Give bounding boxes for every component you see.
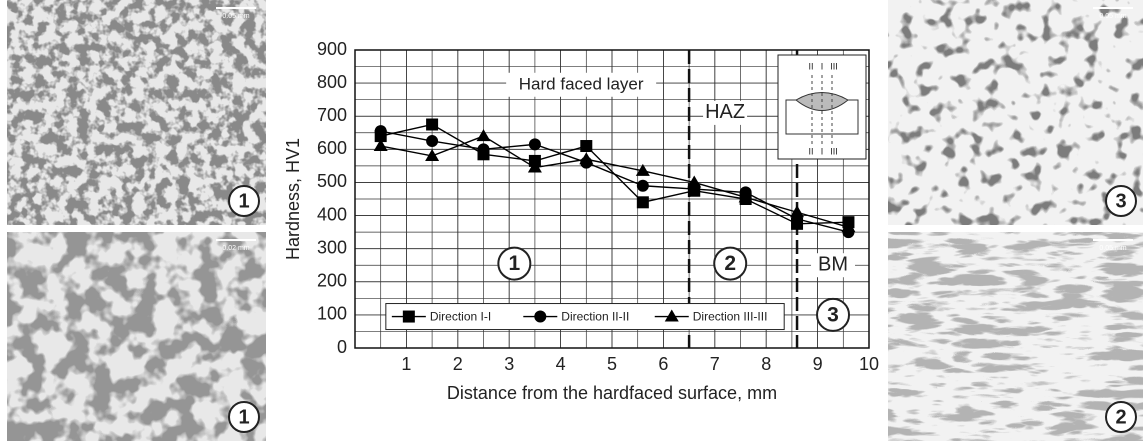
y-tick-label: 600 — [317, 138, 347, 158]
legend-label: Direction II-II — [561, 310, 629, 324]
series-line — [380, 130, 849, 233]
y-tick-label: 900 — [317, 39, 347, 59]
inset-label: I — [821, 61, 824, 71]
zone-badge — [713, 246, 748, 281]
inset-label: I — [821, 146, 824, 156]
x-tick-label: 8 — [761, 354, 771, 374]
scale-label: 0.02 mm — [222, 245, 249, 252]
y-axis-title: Hardness, HV1 — [283, 138, 303, 260]
micrograph — [888, 232, 1143, 441]
x-tick-label: 6 — [658, 354, 668, 374]
number-badge — [1105, 401, 1137, 433]
number-label: 1 — [238, 406, 249, 428]
legend — [385, 303, 785, 331]
y-tick-label: 800 — [317, 72, 347, 92]
inset-label: II — [808, 61, 813, 71]
x-tick-label: 4 — [556, 354, 566, 374]
marker — [425, 148, 440, 161]
number-label: 1 — [238, 190, 249, 212]
zone-number: 3 — [827, 303, 839, 326]
label-bg — [703, 100, 748, 125]
y-tick-label: 100 — [317, 304, 347, 324]
zone-title: HAZ — [705, 101, 745, 123]
series-line — [380, 135, 849, 228]
marker — [636, 179, 649, 192]
micrograph — [888, 0, 1143, 225]
marker — [580, 140, 593, 153]
x-tick-label: 7 — [710, 354, 720, 374]
number-badge — [228, 185, 260, 217]
marker — [426, 135, 439, 148]
label-bg — [811, 253, 856, 278]
x-tick-label: 1 — [401, 354, 411, 374]
x-tick-label: 10 — [859, 354, 879, 374]
marker — [635, 163, 650, 176]
marker — [527, 160, 542, 173]
zone-badge — [816, 297, 851, 332]
legend-label: Direction III-III — [693, 310, 768, 324]
marker — [636, 196, 649, 209]
y-tick-label: 400 — [317, 204, 347, 224]
plot-frame — [354, 49, 870, 349]
y-tick-label: 300 — [317, 237, 347, 257]
number-badge — [1105, 185, 1137, 217]
x-tick-label: 9 — [813, 354, 823, 374]
y-tick-label: 0 — [337, 337, 347, 357]
number-label: 2 — [1115, 406, 1126, 428]
marker — [841, 220, 856, 233]
marker — [579, 152, 594, 165]
marker — [528, 138, 541, 151]
inset-label: II — [808, 146, 813, 156]
micrograph — [7, 232, 266, 441]
x-axis-title: Distance from the hardfaced surface, mm — [447, 383, 777, 403]
marker — [374, 125, 387, 138]
marker — [738, 190, 753, 203]
zone-number: 2 — [724, 252, 736, 275]
number-label: 3 — [1115, 190, 1126, 212]
x-tick-label: 3 — [504, 354, 514, 374]
x-tick-label: 2 — [453, 354, 463, 374]
zone-title: Hard faced layer — [519, 74, 644, 93]
micrograph — [7, 0, 266, 225]
x-tick-label: 5 — [607, 354, 617, 374]
marker — [426, 118, 439, 131]
legend-marker — [402, 310, 415, 323]
legend-marker — [664, 309, 679, 322]
y-tick-label: 200 — [317, 271, 347, 291]
legend-label: Direction I-I — [430, 310, 491, 324]
number-badge — [228, 401, 260, 433]
legend-marker — [534, 310, 547, 323]
zone-title: BM — [818, 254, 848, 276]
zone-number: 1 — [508, 252, 520, 275]
scale-label: 0.05 mm — [222, 13, 249, 20]
marker — [477, 143, 490, 156]
label-bg — [506, 72, 657, 97]
scale-label: 0.05 mm — [1099, 13, 1126, 20]
marker — [373, 139, 388, 152]
inset-label: III — [830, 146, 838, 156]
marker — [476, 129, 491, 142]
marker — [790, 205, 805, 218]
inset-label: III — [830, 61, 838, 71]
zone-badge — [497, 246, 532, 281]
marker — [687, 175, 702, 188]
scale-label: 0.05 mm — [1099, 245, 1126, 252]
y-tick-label: 500 — [317, 171, 347, 191]
y-tick-label: 700 — [317, 105, 347, 125]
